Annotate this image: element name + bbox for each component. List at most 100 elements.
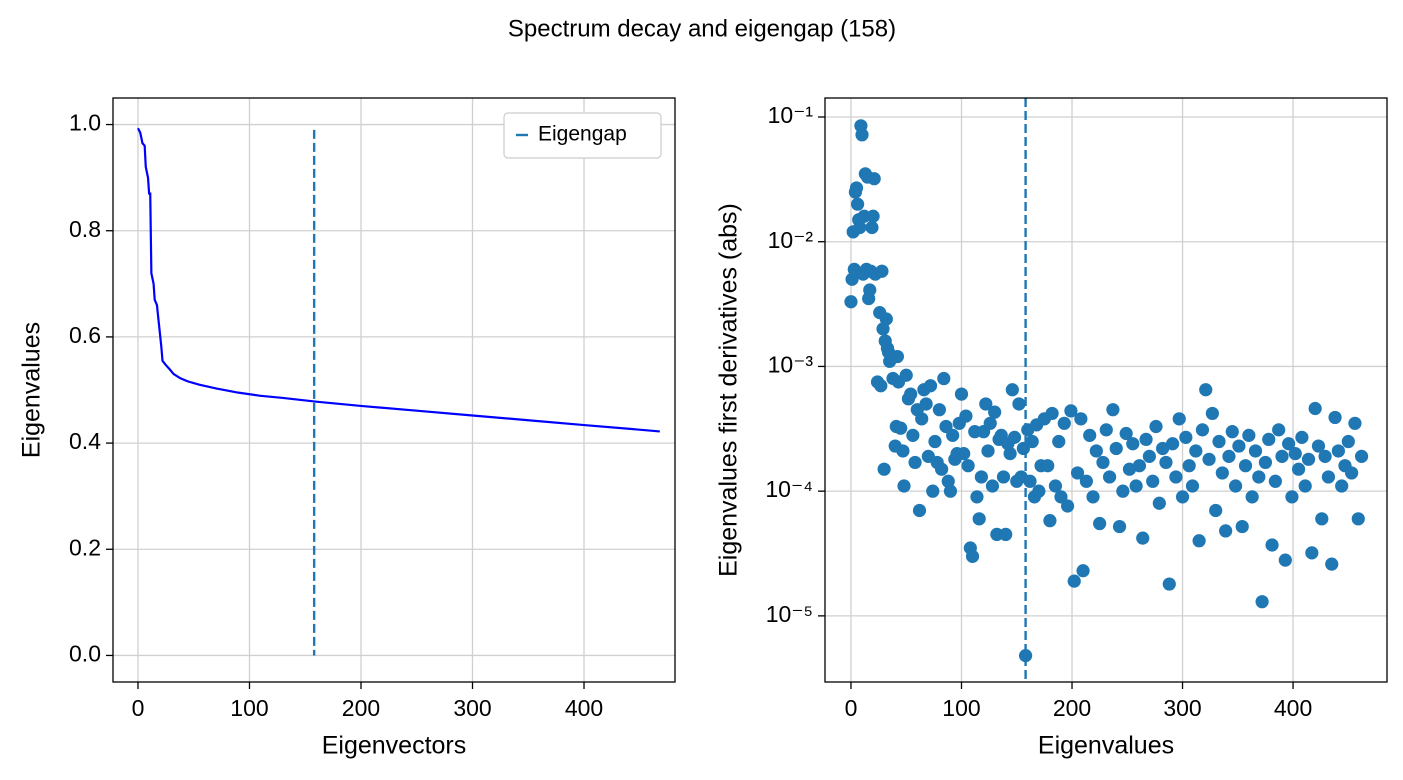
- point: [1219, 524, 1233, 538]
- x-tick-label: 400: [1274, 695, 1312, 721]
- point: [879, 312, 893, 326]
- point: [1054, 490, 1068, 504]
- point: [867, 172, 881, 186]
- point: [1149, 419, 1163, 434]
- point: [1209, 503, 1223, 518]
- point: [1093, 516, 1107, 531]
- point: [1215, 466, 1229, 480]
- point: [865, 220, 879, 235]
- point: [863, 283, 877, 297]
- point: [899, 368, 913, 382]
- y-tick-label: 0.4: [69, 428, 101, 454]
- point: [1142, 449, 1156, 463]
- point: [1189, 444, 1203, 458]
- point: [1064, 404, 1078, 418]
- point: [1318, 449, 1332, 463]
- point: [1268, 474, 1282, 488]
- point: [1146, 474, 1160, 488]
- point: [1179, 430, 1193, 444]
- point: [1275, 449, 1289, 463]
- point: [1007, 430, 1022, 444]
- point: [988, 405, 1002, 419]
- point: [941, 474, 955, 488]
- point: [999, 527, 1013, 542]
- point: [1252, 470, 1266, 484]
- point: [1192, 534, 1206, 548]
- point: [954, 387, 969, 401]
- eigenvalue-line: [137, 127, 660, 433]
- point: [1308, 401, 1322, 416]
- point: [1348, 416, 1362, 430]
- point: [877, 462, 891, 476]
- x-tick-label: 100: [942, 695, 980, 721]
- point: [1112, 519, 1127, 534]
- y-tick-label: 10⁻⁴: [765, 476, 813, 502]
- y-tick-label: 0.8: [69, 216, 101, 242]
- point: [1005, 383, 1019, 397]
- point: [1169, 470, 1183, 484]
- point: [1255, 595, 1269, 609]
- point: [1175, 490, 1190, 504]
- point: [851, 197, 865, 211]
- point: [1328, 410, 1342, 425]
- point: [894, 421, 908, 435]
- point: [1156, 441, 1170, 456]
- point: [1070, 466, 1085, 480]
- point: [1089, 444, 1103, 458]
- point: [923, 379, 938, 393]
- y-tick-label: 10⁻³: [768, 352, 814, 378]
- y-tick-label: 10⁻²: [768, 227, 814, 253]
- point: [1288, 447, 1302, 461]
- point: [1045, 406, 1059, 421]
- point: [844, 295, 858, 309]
- point: [1321, 470, 1336, 484]
- point: [906, 428, 920, 442]
- point: [1225, 425, 1239, 439]
- axes-frame: [112, 97, 676, 683]
- y-tick-label: 10⁻⁵: [766, 601, 813, 627]
- x-tick-label: 100: [230, 695, 268, 721]
- point: [855, 128, 869, 142]
- point: [845, 272, 859, 286]
- y-tick-label: 0.6: [69, 322, 101, 348]
- point: [1245, 490, 1259, 504]
- point: [943, 484, 958, 498]
- point: [1060, 499, 1075, 513]
- point: [1258, 455, 1273, 470]
- point: [1238, 459, 1253, 473]
- point: [1235, 519, 1249, 534]
- point: [908, 455, 922, 470]
- x-tick-label: 200: [1053, 695, 1091, 721]
- point: [1129, 479, 1143, 493]
- point: [961, 459, 975, 473]
- point: [1345, 466, 1359, 480]
- y-tick-label: 0.0: [69, 641, 101, 667]
- point: [1305, 546, 1319, 560]
- point: [1159, 455, 1173, 470]
- legend-box: [503, 112, 662, 159]
- point: [866, 209, 880, 223]
- point: [915, 412, 929, 426]
- point: [1041, 459, 1055, 473]
- point: [1067, 574, 1081, 588]
- point: [1341, 434, 1355, 449]
- point: [874, 379, 888, 393]
- point: [1331, 444, 1345, 458]
- point: [972, 512, 986, 526]
- point: [985, 479, 1000, 493]
- point: [1132, 459, 1147, 473]
- x-tick-label: 0: [132, 695, 145, 721]
- point: [932, 403, 946, 417]
- point: [1096, 455, 1110, 470]
- point: [937, 371, 951, 386]
- y-tick-label: 10⁻¹: [768, 102, 814, 128]
- point: [1195, 423, 1210, 437]
- axes-frame: [824, 97, 1388, 683]
- point: [1109, 441, 1123, 456]
- point: [996, 470, 1011, 484]
- x-axis-label: Eigenvectors: [322, 732, 467, 760]
- point: [919, 397, 933, 411]
- point: [1032, 484, 1046, 498]
- figure-title: Spectrum decay and eigengap (158): [508, 15, 896, 42]
